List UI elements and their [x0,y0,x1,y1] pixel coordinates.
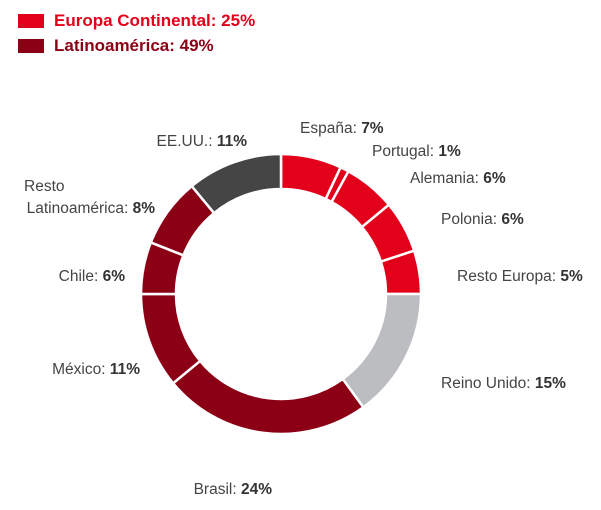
legend-swatch-europa [18,14,44,28]
legend-item-latam: Latinoamérica: 49% [18,35,255,57]
slice-label-resto-europa: Resto Europa: 5% [457,268,583,285]
slice-labels: España: 7% Portugal: 1% Alemania: 6% Poloni… [24,120,583,498]
slice-label-ee-uu-: EE.UU.: 11% [157,133,248,150]
slice-label-reino-unido: Reino Unido: 15% [441,375,566,392]
slice-label-alemania: Alemania: 6% [410,170,506,187]
legend-label-europa: Europa Continental: 25% [54,11,256,30]
slice-label-m-xico: México: 11% [52,361,140,378]
slice-brasil [171,359,366,436]
legend: Europa Continental: 25% Latinoamérica: 4… [18,10,255,60]
slice-label-line1: Resto [24,178,65,195]
slice-label-resto-latinoam-rica: Latinoamérica: 8% [27,200,156,217]
slice-label-espa-a: España: 7% [300,120,384,137]
slice-label-portugal: Portugal: 1% [372,143,461,160]
donut-slices [139,152,423,436]
slice-ee-uu- [190,152,283,215]
slice-label-brasil: Brasil: 24% [194,481,273,498]
legend-swatch-latam [18,39,44,53]
slice-label-chile: Chile: 6% [59,268,126,285]
legend-label-latam: Latinoamérica: 49% [54,36,214,55]
slice-label-polonia: Polonia: 6% [441,211,524,228]
slice-m-xico [139,292,202,385]
slice-reino-unido [340,292,423,410]
legend-item-europa: Europa Continental: 25% [18,10,255,32]
